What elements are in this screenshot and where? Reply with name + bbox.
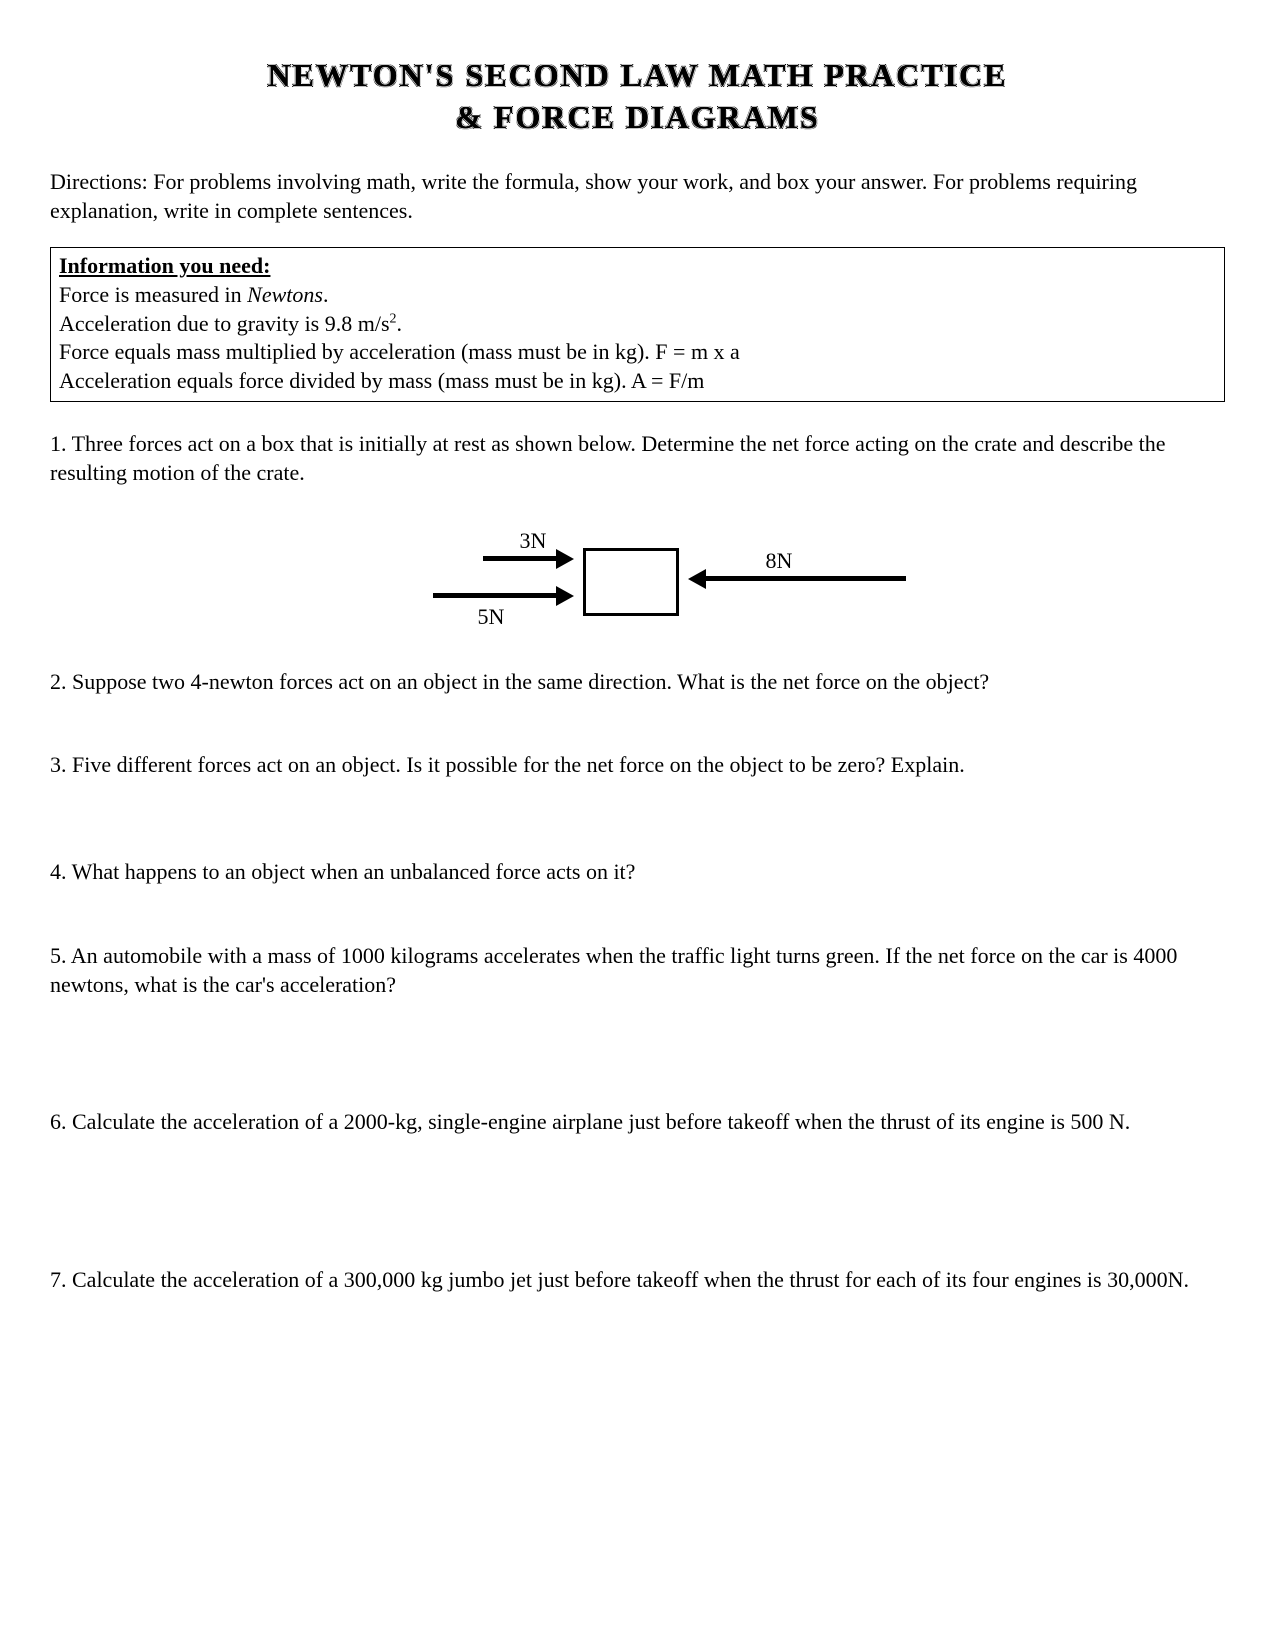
info-line-3: Force equals mass multiplied by accelera… <box>59 338 1216 367</box>
directions-text: Directions: For problems involving math,… <box>50 168 1225 225</box>
force-label-3n: 3N <box>520 528 547 554</box>
information-box: Information you need: Force is measured … <box>50 247 1225 402</box>
info-heading: Information you need: <box>59 252 1216 281</box>
arrow-3n-shaft <box>483 556 558 561</box>
question-4: 4. What happens to an object when an unb… <box>50 858 1225 887</box>
question-6: 6. Calculate the acceleration of a 2000-… <box>50 1108 1225 1137</box>
worksheet-title: NEWTON'S SECOND LAW MATH PRACTICE & FORC… <box>50 55 1225 138</box>
question-3: 3. Five different forces act on an objec… <box>50 751 1225 780</box>
arrow-3n-head-icon <box>556 549 574 569</box>
arrow-8n-head-icon <box>688 569 706 589</box>
info-line-4: Acceleration equals force divided by mas… <box>59 367 1216 396</box>
force-label-5n: 5N <box>478 604 505 630</box>
box-icon <box>583 548 679 616</box>
question-1: 1. Three forces act on a box that is ini… <box>50 430 1225 487</box>
title-line-1: NEWTON'S SECOND LAW MATH PRACTICE <box>50 55 1225 97</box>
question-2: 2. Suppose two 4-newton forces act on an… <box>50 668 1225 697</box>
force-label-8n: 8N <box>766 548 793 574</box>
force-diagram: 3N 5N 8N <box>288 528 988 638</box>
worksheet-page: NEWTON'S SECOND LAW MATH PRACTICE & FORC… <box>0 0 1275 1650</box>
arrow-5n-shaft <box>433 593 558 598</box>
info-line-2: Acceleration due to gravity is 9.8 m/s2. <box>59 310 1216 339</box>
question-5: 5. An automobile with a mass of 1000 kil… <box>50 942 1225 999</box>
title-line-2: & FORCE DIAGRAMS <box>50 97 1225 139</box>
question-7: 7. Calculate the acceleration of a 300,0… <box>50 1266 1225 1295</box>
arrow-8n-shaft <box>706 576 906 581</box>
info-line-1: Force is measured in Newtons. <box>59 281 1216 310</box>
arrow-5n-head-icon <box>556 586 574 606</box>
